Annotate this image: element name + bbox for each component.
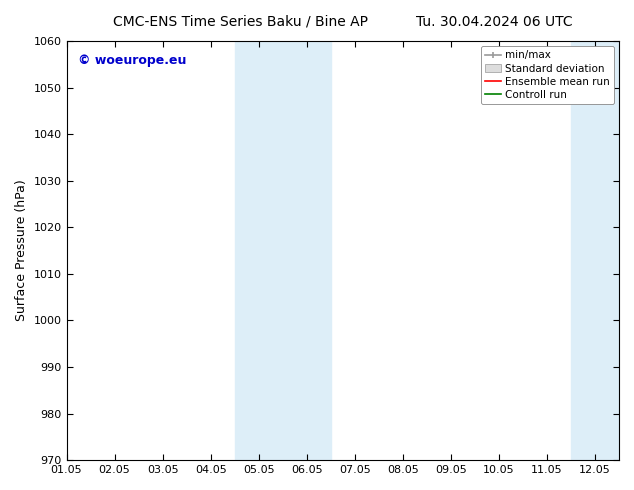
Text: CMC-ENS Time Series Baku / Bine AP: CMC-ENS Time Series Baku / Bine AP	[113, 15, 368, 29]
Text: © woeurope.eu: © woeurope.eu	[77, 53, 186, 67]
Y-axis label: Surface Pressure (hPa): Surface Pressure (hPa)	[15, 180, 28, 321]
Text: Tu. 30.04.2024 06 UTC: Tu. 30.04.2024 06 UTC	[416, 15, 573, 29]
Bar	[571, 41, 619, 460]
Bar	[235, 41, 331, 460]
Legend: min/max, Standard deviation, Ensemble mean run, Controll run: min/max, Standard deviation, Ensemble me…	[481, 46, 614, 104]
